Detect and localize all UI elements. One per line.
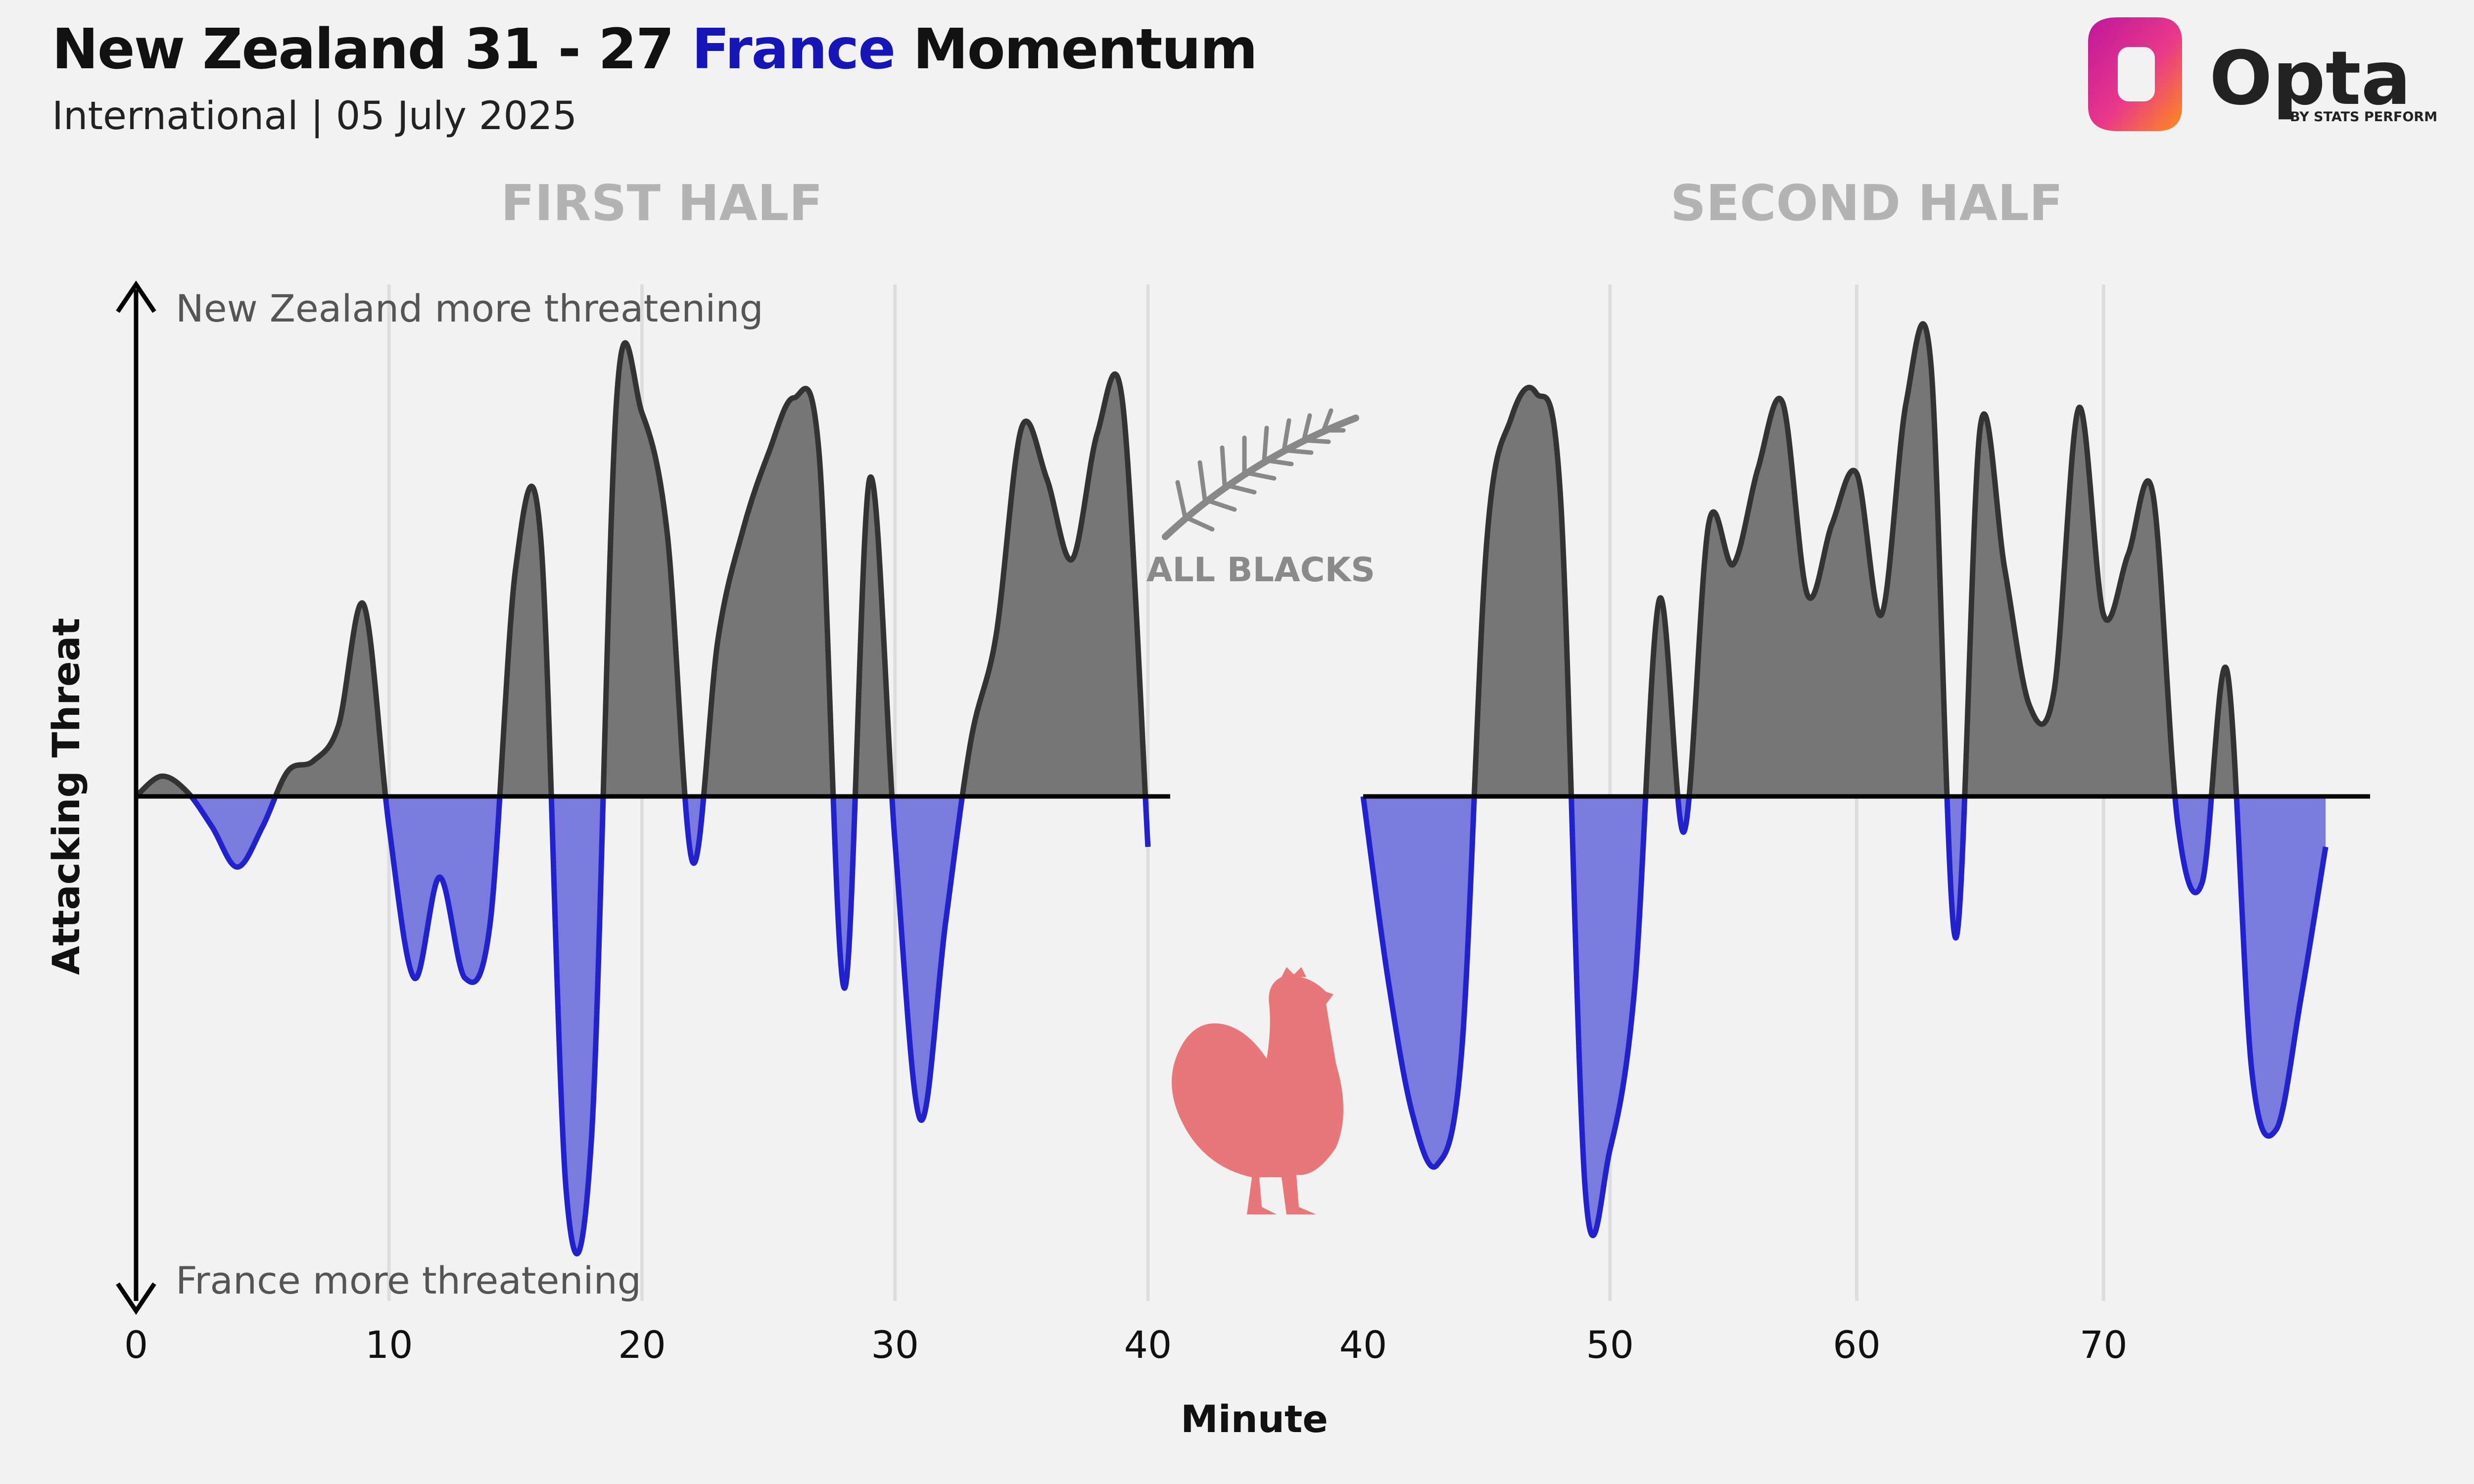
nz-threat-line <box>134 340 1148 796</box>
chart-title: New Zealand 31 - 27 France Momentum <box>52 17 1258 82</box>
silver-fern-icon <box>1162 408 1359 540</box>
x-tick-label: 40 <box>1124 1323 1172 1367</box>
panel-labels: 0 10 20 30 40 FIRST HALF 40 50 60 70 SECOND HALF <box>124 174 2128 1367</box>
title-team2: France <box>691 17 896 82</box>
x-tick-label: 60 <box>1833 1323 1881 1367</box>
nz-badge: ALL BLACKS <box>1146 408 1375 590</box>
x-tick-label: 40 <box>1339 1323 1387 1367</box>
annotation-bottom: France more threatening <box>176 1258 641 1302</box>
title-pre: New Zealand 31 - 27 <box>52 17 674 82</box>
france-threat-area <box>136 796 1148 1254</box>
chart-subtitle: International | 05 July 2025 <box>52 94 577 139</box>
x-tick-label: 0 <box>124 1323 148 1367</box>
opta-logo: Opta BY STATS PERFORM <box>2088 17 2437 131</box>
y-axis-label: Attacking Threat <box>44 618 88 975</box>
nz-threat-area <box>1363 324 2326 796</box>
y-axis-arrow-down-icon <box>116 1282 156 1315</box>
france-threat-line <box>136 796 1151 1256</box>
rooster-icon <box>1172 967 1343 1214</box>
x-tick-label: 30 <box>871 1323 919 1367</box>
annotation-top: New Zealand more threatening <box>176 286 763 330</box>
panel-title: FIRST HALF <box>501 174 823 232</box>
title-post: Momentum <box>913 17 1258 82</box>
nz-logo-text: ALL BLACKS <box>1146 551 1375 590</box>
x-tick-label: 50 <box>1586 1323 1634 1367</box>
panel-title: SECOND HALF <box>1670 174 2063 232</box>
momentum-areas <box>134 321 2370 1256</box>
nz-threat-area <box>136 343 1148 796</box>
x-tick-label: 10 <box>365 1323 413 1367</box>
x-tick-label: 70 <box>2080 1323 2128 1367</box>
opta-byline: BY STATS PERFORM <box>2290 109 2437 125</box>
x-axis-label: Minute <box>1181 1397 1328 1441</box>
france-threat-area <box>1363 796 2326 1236</box>
x-tick-label: 20 <box>618 1323 666 1367</box>
opta-wordmark: Opta <box>2209 36 2411 122</box>
opta-mark-icon <box>2088 17 2182 131</box>
y-axis-arrow-up-icon <box>116 280 156 313</box>
nz-threat-line <box>1363 321 2239 796</box>
axes <box>116 280 156 1315</box>
